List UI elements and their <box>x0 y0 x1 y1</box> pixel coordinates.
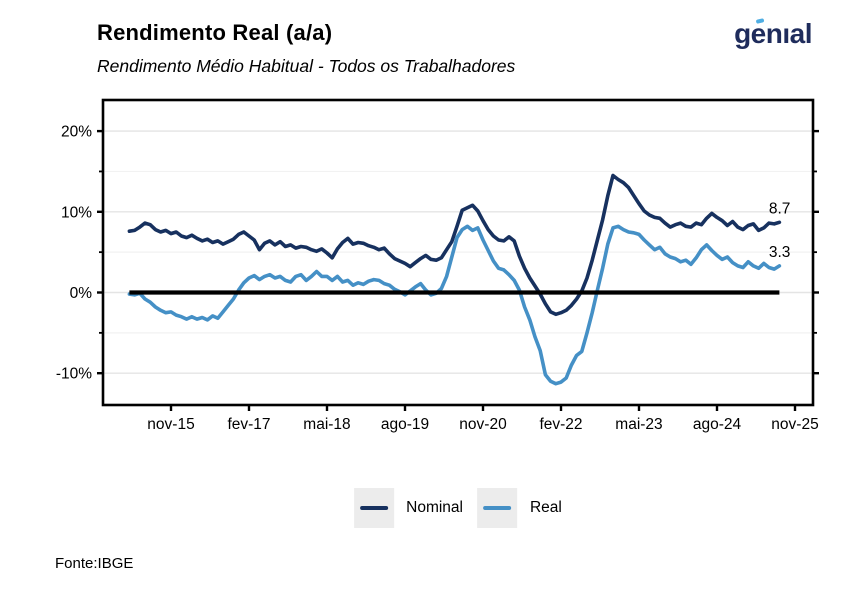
legend-swatch-nominal <box>360 506 389 510</box>
legend-key-nominal <box>354 488 395 528</box>
genial-logo-text: genıal <box>734 18 812 49</box>
y-axis-label: 20% <box>61 124 92 141</box>
x-axis-label: fev-17 <box>227 416 270 433</box>
x-axis-label: nov-15 <box>147 416 194 433</box>
series-nominal-line <box>127 173 782 317</box>
genial-logo: genıal <box>734 16 812 52</box>
x-axis-label: nov-20 <box>459 416 507 433</box>
series-end-label-real: 3.3 <box>769 244 791 261</box>
legend-label-real: Real <box>529 499 562 516</box>
series-end-label-nominal: 8.7 <box>769 200 791 217</box>
x-axis-label: nov-25 <box>771 416 818 433</box>
chart-subtitle: Rendimento Médio Habitual - Todos os Tra… <box>97 56 516 76</box>
chart-area: 20% 10% 0% -10% nov-15 fev-17 mai-18 ago-19 nov-… <box>56 98 819 433</box>
x-axis-label: ago-19 <box>381 416 429 433</box>
y-axis-label: 0% <box>70 285 93 302</box>
x-axis-label: ago-24 <box>693 416 742 433</box>
y-axis-label: -10% <box>56 366 92 383</box>
legend-swatch-real <box>482 506 511 510</box>
y-axis-label: 10% <box>61 204 92 221</box>
series-real-line <box>127 224 782 386</box>
legend-key-real <box>476 488 517 528</box>
chart-title: Rendimento Real (a/a) <box>97 20 333 45</box>
x-axis-label: mai-23 <box>615 416 662 433</box>
x-axis-label: mai-18 <box>303 416 350 433</box>
legend-label-nominal: Nominal <box>406 499 463 516</box>
chart-legend: Nominal Real <box>354 488 562 528</box>
x-axis-label: fev-22 <box>539 416 582 433</box>
line-chart: 20% 10% 0% -10% nov-15 fev-17 mai-18 ago-19 nov-… <box>56 98 819 433</box>
source-note: Fonte:IBGE <box>55 555 134 572</box>
